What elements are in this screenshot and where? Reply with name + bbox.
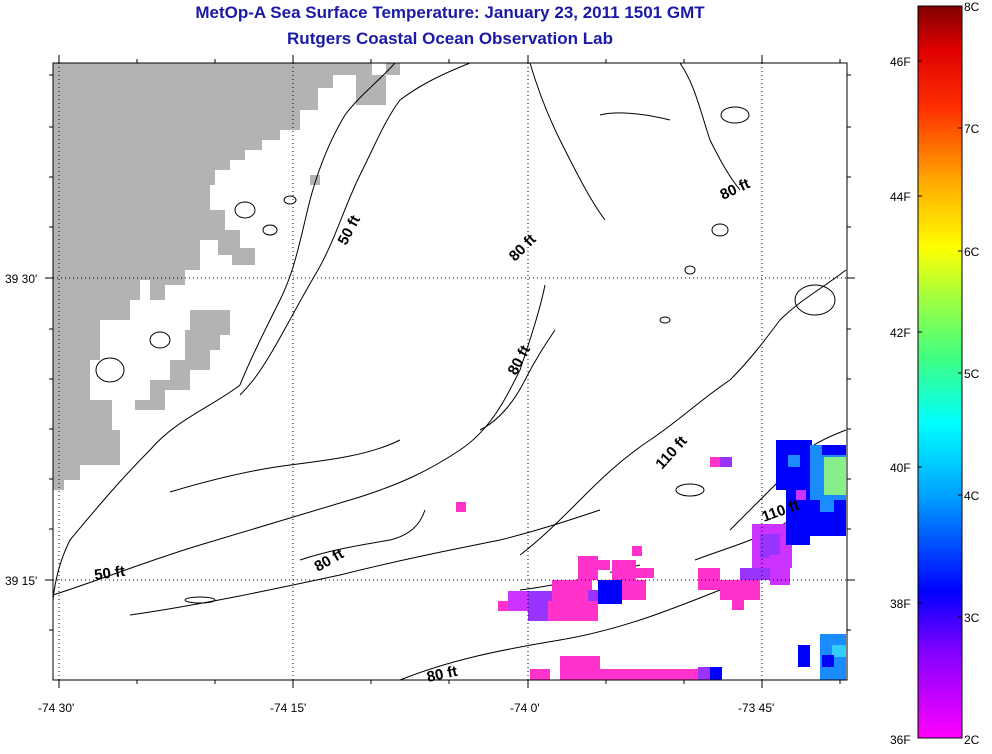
colorbar-c-label-5: 5C xyxy=(964,367,980,381)
colorbar-c-label-7: 7C xyxy=(964,122,980,136)
colorbar-f-label-46: 46F xyxy=(890,55,911,69)
colorbar-c-label-3: 3C xyxy=(964,611,980,625)
map-frame xyxy=(52,62,848,681)
land-patch-3 xyxy=(386,63,400,75)
land-patch-2 xyxy=(356,75,386,105)
colorbar-c-label-8: 8C xyxy=(964,0,980,14)
land-patch-4 xyxy=(310,175,320,185)
title-line-1: MetOp-A Sea Surface Temperature: January… xyxy=(195,3,705,22)
contour-label-50ft-b: 50 ft xyxy=(93,563,126,584)
axis-ticks xyxy=(45,55,855,688)
x-tick-label-2: -74 0' xyxy=(510,701,540,715)
colorbar-ticks xyxy=(918,60,962,618)
map-gridlines xyxy=(53,63,847,680)
colorbar-c-label-2: 2C xyxy=(964,733,980,747)
land-mass-3 xyxy=(135,310,230,410)
sst-pixels xyxy=(456,440,846,680)
y-tick-label-0: 39 30' xyxy=(5,272,37,286)
y-tick-label-1: 39 15' xyxy=(5,574,37,588)
x-tick-label-3: -73 45' xyxy=(738,701,774,715)
land-patch xyxy=(332,63,372,75)
x-tick-label-0: -74 30' xyxy=(38,701,74,715)
colorbar-f-label-40: 40F xyxy=(890,461,911,475)
colorbar-f-label-38: 38F xyxy=(890,597,911,611)
colorbar-f-label-44: 44F xyxy=(890,190,911,204)
colorbar-c-label-6: 6C xyxy=(964,245,980,259)
land-mass xyxy=(53,63,333,300)
colorbar-f-label-36: 36F xyxy=(890,733,911,747)
land-mass-2 xyxy=(53,220,140,490)
x-tick-label-1: -74 15' xyxy=(270,701,306,715)
title-line-2: Rutgers Coastal Ocean Observation Lab xyxy=(287,29,613,48)
colorbar-c-label-4: 4C xyxy=(964,489,980,503)
colorbar xyxy=(917,5,963,739)
colorbar-f-label-42: 42F xyxy=(890,326,911,340)
